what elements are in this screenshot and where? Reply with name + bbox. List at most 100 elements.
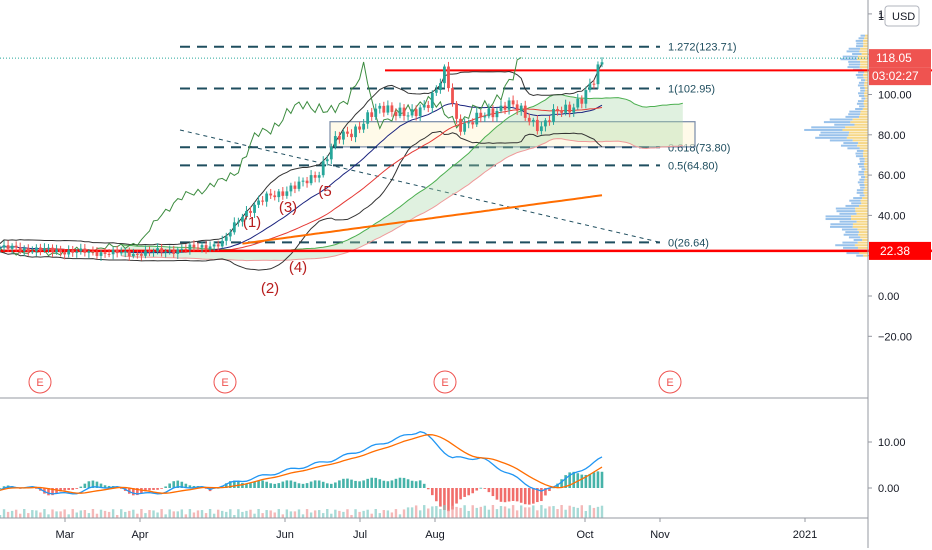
candle-body[interactable] [216, 244, 220, 247]
candle-body[interactable] [289, 185, 293, 192]
candle-body[interactable] [103, 252, 107, 254]
candle-body[interactable] [422, 105, 426, 108]
macd-pane[interactable] [0, 431, 604, 518]
candle-body[interactable] [592, 83, 596, 85]
candle-body[interactable] [63, 252, 67, 255]
candle-body[interactable] [18, 247, 22, 252]
earnings-marker[interactable] [658, 370, 682, 394]
candle-body[interactable] [75, 251, 79, 253]
candle-body[interactable] [192, 244, 196, 248]
candle-body[interactable] [269, 193, 273, 196]
currency-button[interactable] [884, 5, 920, 27]
candle-body[interactable] [180, 248, 184, 250]
candle-body[interactable] [556, 108, 559, 111]
candle-body[interactable] [495, 110, 499, 118]
candle-body[interactable] [337, 136, 341, 140]
candle-body[interactable] [26, 248, 30, 252]
candle-body[interactable] [333, 136, 337, 147]
candle-body[interactable] [91, 251, 95, 253]
candle-body[interactable] [519, 105, 523, 111]
candle-body[interactable] [317, 175, 321, 178]
candle-body[interactable] [390, 105, 394, 112]
candle-body[interactable] [224, 236, 228, 241]
candle-body[interactable] [55, 249, 58, 253]
earnings-marker[interactable] [213, 370, 237, 394]
candle-body[interactable] [443, 66, 446, 84]
earnings-marker[interactable] [28, 370, 52, 394]
fib-trend-line[interactable] [179, 129, 661, 243]
candle-body[interactable] [350, 133, 353, 138]
candle-body[interactable] [79, 248, 83, 252]
candle-body[interactable] [402, 107, 406, 116]
candle-body[interactable] [479, 112, 483, 118]
candle-body[interactable] [47, 247, 50, 249]
candle-body[interactable] [172, 250, 176, 254]
candle-body[interactable] [152, 251, 155, 253]
candle-body[interactable] [95, 251, 99, 256]
candle-body[interactable] [10, 245, 14, 249]
candle-body[interactable] [325, 159, 329, 162]
candle-body[interactable] [370, 112, 374, 117]
candle-body[interactable] [273, 195, 277, 198]
candle-body[interactable] [0, 247, 2, 249]
candle-body[interactable] [127, 251, 131, 257]
candle-body[interactable] [67, 250, 71, 255]
candle-body[interactable] [265, 193, 269, 202]
candle-body[interactable] [245, 210, 248, 217]
candle-body[interactable] [6, 245, 10, 249]
candle-body[interactable] [418, 107, 422, 117]
candle-body[interactable] [123, 251, 127, 253]
candle-body[interactable] [414, 109, 418, 117]
candle-body[interactable] [447, 66, 450, 89]
candle-body[interactable] [600, 62, 604, 65]
candle-body[interactable] [131, 253, 135, 257]
candle-body[interactable] [499, 105, 503, 111]
candle-body[interactable] [342, 131, 345, 140]
candle-body[interactable] [378, 105, 382, 109]
candle-body[interactable] [398, 107, 402, 117]
candle-body[interactable] [144, 250, 147, 256]
candle-body[interactable] [115, 249, 119, 254]
candle-body[interactable] [596, 64, 600, 85]
candle-body[interactable] [467, 122, 471, 124]
candle-body[interactable] [564, 104, 568, 113]
candle-body[interactable] [463, 123, 467, 132]
candle-body[interactable] [362, 123, 366, 130]
price-pane[interactable]: 1.618(150.11)1.272(123.71)1(102.95)0.618… [0, 0, 932, 394]
candle-body[interactable] [135, 253, 139, 255]
candle-body[interactable] [39, 247, 42, 251]
candle-body[interactable] [301, 180, 305, 182]
candle-body[interactable] [475, 112, 479, 125]
candle-body[interactable] [321, 161, 325, 176]
candle-body[interactable] [168, 250, 172, 252]
candle-body[interactable] [346, 131, 349, 134]
candle-body[interactable] [160, 248, 164, 253]
candle-body[interactable] [539, 126, 543, 132]
candle-body[interactable] [410, 109, 414, 116]
candle-body[interactable] [281, 191, 285, 196]
earnings-marker[interactable] [433, 370, 457, 394]
candle-body[interactable] [164, 251, 168, 253]
candle-body[interactable] [511, 100, 515, 105]
candle-body[interactable] [576, 98, 580, 108]
candle-body[interactable] [329, 146, 333, 160]
candle-body[interactable] [297, 181, 301, 189]
candle-body[interactable] [51, 247, 54, 253]
candle-body[interactable] [2, 245, 6, 248]
candle-body[interactable] [313, 175, 317, 178]
candle-body[interactable] [156, 248, 159, 252]
candle-body[interactable] [140, 253, 143, 256]
candle-body[interactable] [451, 88, 454, 104]
candle-body[interactable] [358, 126, 361, 130]
candle-body[interactable] [293, 185, 297, 189]
candle-body[interactable] [568, 104, 572, 113]
candle-body[interactable] [196, 247, 200, 249]
candle-body[interactable] [386, 105, 390, 113]
candle-body[interactable] [59, 249, 63, 253]
candle-body[interactable] [438, 83, 442, 91]
candle-body[interactable] [394, 111, 398, 117]
candle-body[interactable] [455, 103, 458, 119]
candle-body[interactable] [22, 248, 26, 252]
candle-body[interactable] [212, 244, 216, 247]
